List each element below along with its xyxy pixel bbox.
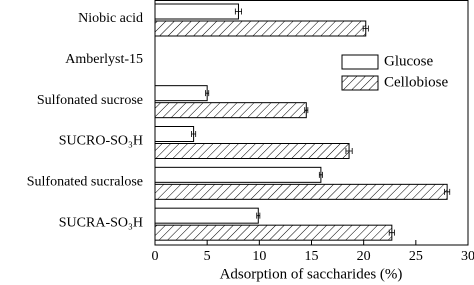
legend-label: Cellobiose bbox=[384, 74, 449, 90]
bar bbox=[154, 126, 195, 142]
error-bar bbox=[256, 212, 261, 219]
error-bar bbox=[388, 229, 395, 236]
x-tick-label: 30 bbox=[461, 249, 474, 264]
legend-label: Glucose bbox=[384, 53, 433, 69]
x-axis-label: Adsorption of saccharides (%) bbox=[220, 266, 403, 282]
y-tick-label: SUCRA-SO₃H bbox=[59, 215, 143, 230]
x-tick-label: 5 bbox=[204, 249, 211, 264]
y-tick-label: Sulfonated sucralose bbox=[27, 175, 143, 190]
error-bar bbox=[304, 107, 309, 114]
error-bar bbox=[191, 131, 197, 137]
bar bbox=[154, 85, 208, 102]
bar bbox=[154, 207, 259, 224]
error-bar bbox=[234, 8, 242, 15]
bar bbox=[154, 102, 307, 119]
error-bar bbox=[345, 148, 353, 154]
y-tick-label: Amberlyst-15 bbox=[65, 52, 143, 67]
error-bar bbox=[318, 171, 323, 178]
y-tick-label: Niobic acid bbox=[78, 11, 143, 26]
bar bbox=[154, 20, 367, 37]
legend-swatch bbox=[341, 54, 379, 70]
x-tick-label: 20 bbox=[357, 249, 371, 264]
y-tick-label: SUCRO-SO₃H bbox=[59, 134, 143, 149]
x-tick-label: 10 bbox=[252, 249, 266, 264]
bar bbox=[154, 166, 322, 183]
x-tick-label: 25 bbox=[409, 249, 423, 264]
bar bbox=[154, 183, 448, 200]
error-bar bbox=[205, 90, 210, 97]
error-bar bbox=[362, 25, 369, 32]
error-bar bbox=[444, 188, 451, 195]
legend-swatch bbox=[341, 75, 379, 91]
bar bbox=[154, 3, 239, 20]
bar bbox=[154, 143, 350, 159]
x-tick-label: 15 bbox=[305, 249, 319, 264]
bar bbox=[154, 224, 393, 241]
y-tick-label: Sulfonated sucrose bbox=[37, 93, 143, 108]
x-tick-label: 0 bbox=[152, 249, 159, 264]
